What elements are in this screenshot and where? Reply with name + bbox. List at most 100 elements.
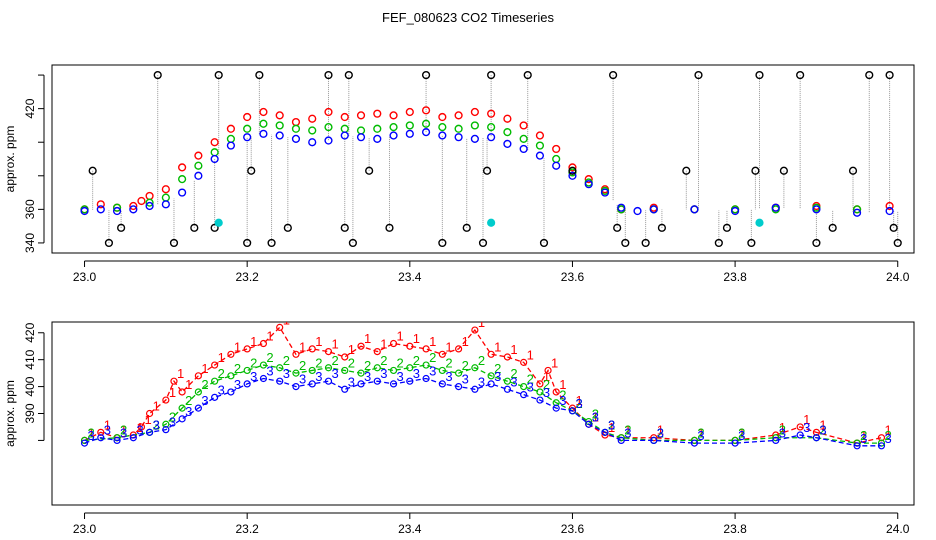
point-label-1: 1 xyxy=(201,361,208,376)
point-1 xyxy=(178,388,186,396)
x-tick-label: 23.8 xyxy=(723,522,747,536)
point-raw xyxy=(682,166,691,175)
point-ch2 xyxy=(503,128,512,137)
point-ch3 xyxy=(771,203,780,212)
point-raw xyxy=(421,70,431,80)
point-3 xyxy=(194,404,202,412)
point-ch1 xyxy=(243,112,252,122)
point-raw xyxy=(255,70,264,80)
point-label-2: 2 xyxy=(697,425,704,440)
point-3 xyxy=(308,380,316,388)
point-ch3 xyxy=(812,205,821,214)
point-label-3: 3 xyxy=(575,396,582,411)
point-ch3 xyxy=(617,203,626,212)
point-raw xyxy=(210,223,219,232)
point-1 xyxy=(357,342,365,350)
point-ch1 xyxy=(96,200,105,209)
point-raw xyxy=(747,238,756,248)
point-1 xyxy=(97,428,105,436)
point-2 xyxy=(406,364,414,372)
point-2 xyxy=(690,436,699,445)
point-ch1 xyxy=(340,112,349,122)
point-2 xyxy=(324,364,333,372)
point-3 xyxy=(357,380,365,388)
point-ch2 xyxy=(470,121,479,130)
point-3 xyxy=(471,385,479,393)
point-1 xyxy=(487,350,495,358)
point-1 xyxy=(389,339,398,348)
point-ch3 xyxy=(730,206,740,216)
plot-area xyxy=(80,70,902,248)
point-2 xyxy=(389,366,398,375)
point-ch2 xyxy=(405,121,414,130)
point-ch3 xyxy=(885,206,894,216)
point-3 xyxy=(853,442,861,450)
point-3 xyxy=(178,415,186,423)
point-ch3 xyxy=(291,134,301,143)
point-ch2 xyxy=(178,175,187,184)
point-label-3: 3 xyxy=(494,369,501,384)
point-1 xyxy=(471,326,479,334)
point-label-1: 1 xyxy=(397,329,404,344)
y-tick-label: 420 xyxy=(23,322,37,342)
point-label-3: 3 xyxy=(462,372,469,387)
point-label-3: 3 xyxy=(779,425,786,440)
point-label-3: 3 xyxy=(283,366,290,381)
point-3 xyxy=(113,436,121,445)
point-label-1: 1 xyxy=(779,420,786,435)
point-3 xyxy=(243,380,251,388)
point-raw xyxy=(365,166,374,175)
point-label-1: 1 xyxy=(429,334,436,349)
point-label-2: 2 xyxy=(234,361,241,376)
point-3 xyxy=(520,391,528,399)
x-tick-label: 23.4 xyxy=(398,522,422,536)
point-ch3 xyxy=(584,180,593,189)
point-2 xyxy=(552,399,560,407)
point-ch2 xyxy=(454,124,463,133)
point-label-3: 3 xyxy=(884,431,891,446)
point-label-3: 3 xyxy=(136,423,143,438)
point-1 xyxy=(796,423,804,431)
point-1 xyxy=(145,409,154,418)
point-ch1 xyxy=(356,111,366,120)
point-1 xyxy=(536,380,544,388)
point-ch1 xyxy=(373,109,382,118)
point-raw xyxy=(779,166,788,175)
point-ch1 xyxy=(291,117,301,127)
point-1 xyxy=(137,423,146,431)
point-label-2: 2 xyxy=(283,353,290,368)
point-label-1: 1 xyxy=(153,399,160,414)
point-ch3 xyxy=(633,206,642,216)
point-ch2 xyxy=(519,134,528,143)
point-raw xyxy=(812,238,821,248)
point-label-2: 2 xyxy=(860,428,867,443)
point-2 xyxy=(259,361,268,369)
point-ch1 xyxy=(487,109,496,118)
point-label-1: 1 xyxy=(819,417,826,432)
x-tick-label: 23.6 xyxy=(561,270,585,284)
point-3 xyxy=(162,426,170,434)
point-label-3: 3 xyxy=(250,369,257,384)
point-1 xyxy=(194,372,202,380)
point-3 xyxy=(129,434,137,442)
point-ch3 xyxy=(568,171,577,180)
point-3 xyxy=(227,388,235,396)
point-label-2: 2 xyxy=(738,425,745,440)
point-ch3 xyxy=(226,141,236,150)
point-ch1 xyxy=(137,196,146,206)
point-label-1: 1 xyxy=(608,420,615,435)
point-label-3: 3 xyxy=(218,382,225,397)
y-tick-label: 400 xyxy=(23,376,37,396)
point-label-1: 1 xyxy=(104,417,111,432)
point-label-1: 1 xyxy=(315,334,322,349)
point-3 xyxy=(389,380,398,388)
point-2 xyxy=(194,388,202,396)
point-label-1: 1 xyxy=(234,339,241,354)
point-label-1: 1 xyxy=(185,377,192,392)
point-ch1 xyxy=(275,111,284,120)
point-ch1 xyxy=(210,138,219,147)
point-3 xyxy=(552,404,560,412)
point-label-1: 1 xyxy=(380,337,387,352)
point-ch2 xyxy=(308,126,317,135)
point-raw xyxy=(796,70,805,80)
